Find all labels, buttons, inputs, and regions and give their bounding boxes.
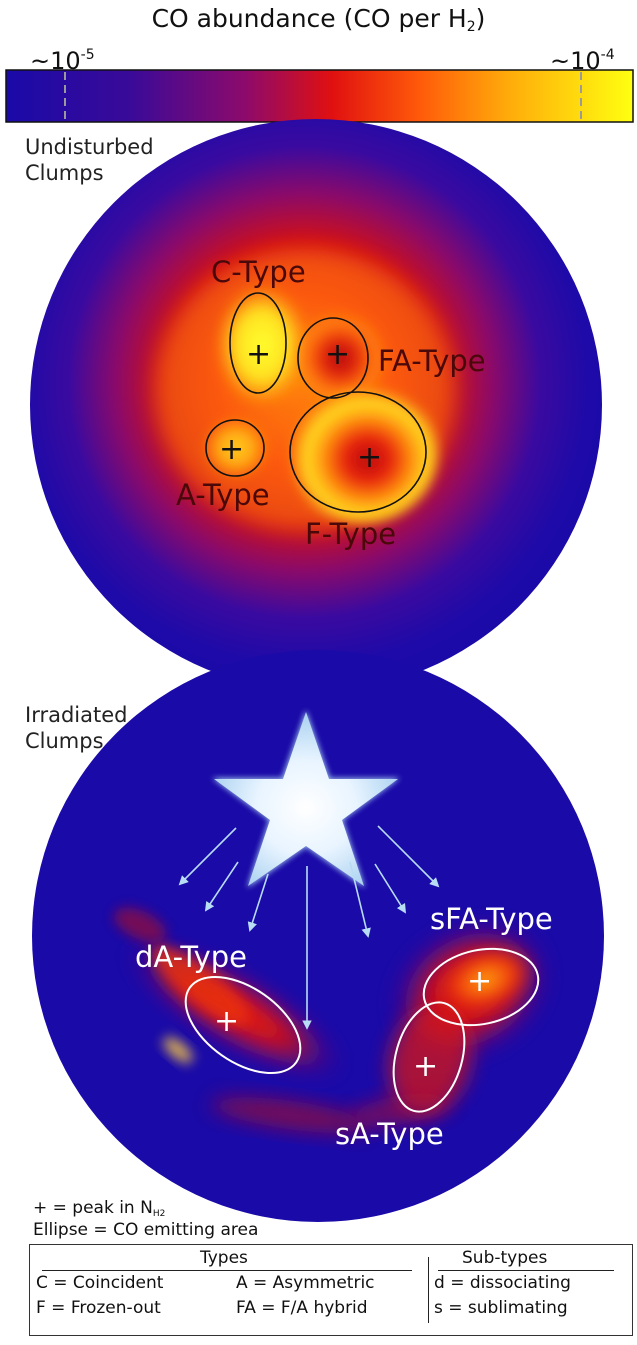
sfa-type-ellipse <box>422 947 540 1027</box>
star-icon <box>214 712 398 886</box>
a-type-label: A-Type <box>176 478 270 512</box>
legend-note-peak: + = peak in NH2 <box>33 1198 166 1219</box>
legend-subtype-s: s = sublimating <box>434 1298 568 1318</box>
legend-note-ellipse: Ellipse = CO emitting area <box>33 1220 259 1240</box>
da-type-label: dA-Type <box>135 940 248 974</box>
legend-subtypes-rule <box>438 1270 614 1271</box>
da-type-ellipse <box>184 975 302 1075</box>
c-type-label: C-Type <box>211 255 306 289</box>
legend-types-rule <box>42 1270 412 1271</box>
legend-type-a: A = Asymmetric <box>236 1273 375 1293</box>
legend-subtype-d: d = dissociating <box>434 1273 571 1293</box>
sa-peak-marker: + <box>413 1049 439 1084</box>
fa-peak-marker: + <box>325 337 351 372</box>
sfa-type-label: sFA-Type <box>430 902 553 936</box>
irradiated-clump <box>32 650 604 1222</box>
a-peak-marker: + <box>219 432 245 467</box>
f-type-ellipse <box>289 391 427 513</box>
legend-divider <box>428 1257 429 1323</box>
legend-type-f: F = Frozen-out <box>36 1298 161 1318</box>
legend-type-c: C = Coincident <box>36 1273 164 1293</box>
a-type-ellipse <box>205 419 265 477</box>
legend-box: Types Sub-types C = Coincident A = Asymm… <box>29 1244 633 1336</box>
colorbar-title: CO abundance (CO per H2) <box>151 4 486 35</box>
sfa-peak-marker: + <box>467 964 493 999</box>
f-peak-marker: + <box>357 440 383 475</box>
fa-type-ellipse <box>297 317 369 399</box>
sa-type-label: sA-Type <box>335 1117 444 1151</box>
undisturbed-label: Undisturbed Clumps <box>25 135 154 185</box>
c-type-ellipse <box>229 292 287 394</box>
f-type-label: F-Type <box>305 517 397 551</box>
da-peak-marker: + <box>214 1004 240 1039</box>
c-peak-marker: + <box>246 337 272 372</box>
sa-type-ellipse <box>392 1001 466 1113</box>
undisturbed-clump <box>30 119 602 691</box>
radiation-arrows <box>178 825 440 1030</box>
legend-types-header: Types <box>200 1248 248 1268</box>
irradiated-label: Irradiated Clumps <box>25 703 128 753</box>
legend-subtypes-header: Sub-types <box>462 1248 548 1268</box>
fa-type-label: FA-Type <box>378 344 486 378</box>
colorbar <box>5 69 634 123</box>
legend-type-fa: FA = F/A hybrid <box>236 1298 368 1318</box>
